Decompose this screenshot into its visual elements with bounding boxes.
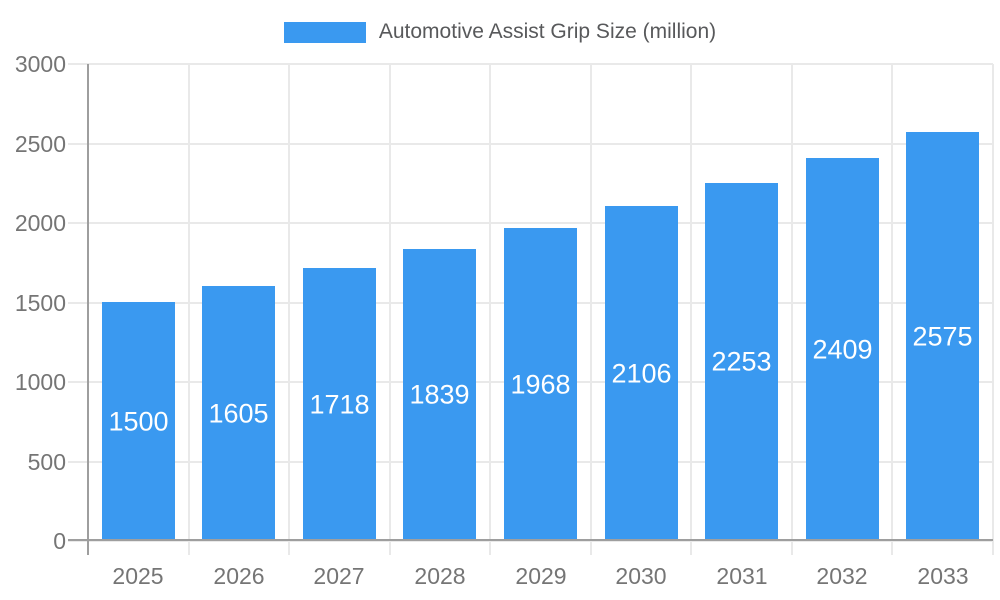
bar-2026[interactable]: 1605 bbox=[202, 286, 275, 541]
x-axis-line bbox=[68, 539, 993, 541]
x-axis-label: 2031 bbox=[716, 563, 768, 589]
bar-value-label: 2106 bbox=[611, 358, 672, 388]
gridline-h bbox=[68, 222, 993, 224]
gridline-h bbox=[68, 63, 993, 65]
bar-2033[interactable]: 2575 bbox=[906, 132, 979, 541]
x-axis-label: 2029 bbox=[515, 563, 567, 589]
bar-value-label: 1968 bbox=[510, 369, 571, 399]
y-axis-line bbox=[87, 64, 89, 555]
x-axis-label: 2033 bbox=[917, 563, 969, 589]
y-axis-label: 1500 bbox=[14, 290, 66, 316]
bar-value-label: 2575 bbox=[912, 321, 973, 351]
y-axis-label: 2000 bbox=[14, 210, 66, 236]
bar-value-label: 2409 bbox=[812, 334, 873, 364]
bar-2029[interactable]: 1968 bbox=[504, 228, 577, 541]
gridline-v bbox=[188, 64, 190, 555]
x-axis-label: 2030 bbox=[615, 563, 667, 589]
gridline-v bbox=[992, 64, 994, 555]
bar-2030[interactable]: 2106 bbox=[605, 206, 678, 541]
x-axis-label: 2032 bbox=[816, 563, 868, 589]
gridline-v bbox=[590, 64, 592, 555]
gridline-h bbox=[68, 540, 993, 542]
bar-value-label: 1839 bbox=[409, 379, 470, 410]
bar-2028[interactable]: 1839 bbox=[403, 249, 476, 541]
bar-2032[interactable]: 2409 bbox=[806, 158, 879, 541]
legend-swatch bbox=[283, 21, 366, 43]
gridline-v bbox=[389, 64, 391, 555]
bar-2025[interactable]: 1500 bbox=[102, 302, 175, 541]
gridline-h bbox=[68, 143, 993, 145]
gridline-v bbox=[891, 64, 893, 555]
y-axis-label: 0 bbox=[53, 528, 66, 554]
y-axis-label: 2500 bbox=[14, 131, 66, 157]
y-axis-label: 1000 bbox=[14, 369, 66, 395]
x-axis-label: 2028 bbox=[414, 563, 466, 589]
x-axis-label: 2025 bbox=[112, 563, 164, 589]
legend-label: Automotive Assist Grip Size (million) bbox=[378, 20, 717, 43]
bar-2027[interactable]: 1718 bbox=[303, 268, 376, 541]
bar-value-label: 1718 bbox=[309, 389, 370, 419]
gridline-v bbox=[288, 64, 290, 555]
bar-value-label: 2253 bbox=[711, 346, 772, 377]
x-axis-label: 2026 bbox=[213, 563, 265, 589]
bar-value-label: 1500 bbox=[108, 406, 169, 436]
legend-item[interactable]: Automotive Assist Grip Size (million) bbox=[0, 21, 1000, 43]
gridline-v bbox=[690, 64, 692, 555]
bar-2031[interactable]: 2253 bbox=[705, 183, 778, 541]
y-axis-label: 3000 bbox=[14, 51, 66, 77]
gridline-v bbox=[489, 64, 491, 555]
gridline-v bbox=[791, 64, 793, 555]
y-axis-label: 500 bbox=[27, 449, 66, 475]
plot-area: 0 500 1000 1500 2000 2500 3000 1500 2025 1605 2026… bbox=[15, 51, 994, 589]
bar-value-label: 1605 bbox=[208, 398, 269, 428]
x-axis-label: 2027 bbox=[313, 563, 365, 589]
